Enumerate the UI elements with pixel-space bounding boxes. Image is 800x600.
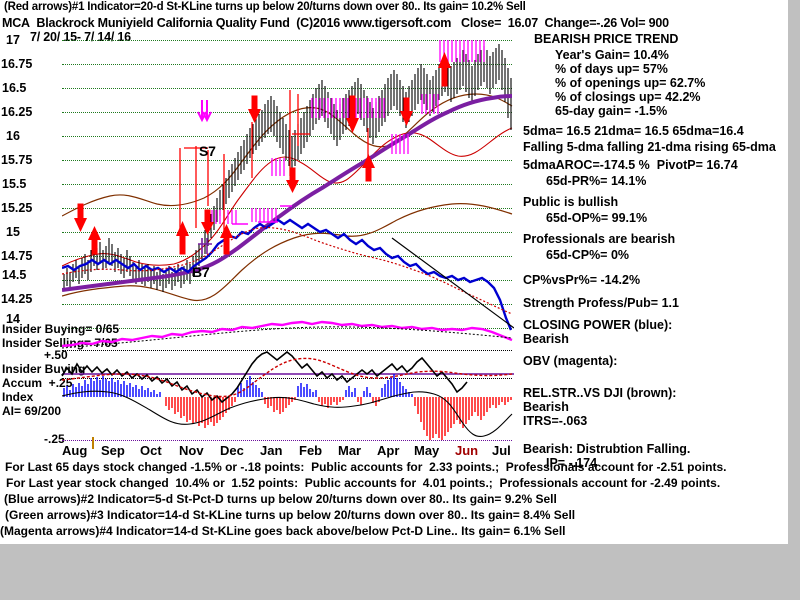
cp-vs-pr: CP%vsPr%= -14.2% [523, 273, 641, 287]
minus-25-tick: -.25 [44, 432, 65, 446]
ai-ratio-label: AI= 69/200 [2, 404, 62, 418]
stat-65day-gain: 65-day gain= -1.5% [555, 104, 668, 118]
prof-cp-percent: 65d-CP%= 0% [546, 248, 630, 262]
closing-power-value: Bearish [523, 332, 569, 346]
distribution-status: Bearish: Distrubtion Falling. [523, 442, 691, 456]
month-apr: Apr [377, 443, 400, 458]
footer-indicator-4: (Magenta arrows)#4 Indicator=14-d St-KLi… [0, 524, 566, 538]
closing-power-label: CLOSING POWER (blue): [523, 318, 673, 332]
relstr-label: REL.STR..VS DJI (brown): [523, 386, 677, 400]
month-sep: Sep [101, 443, 125, 458]
indicator-headline: (Red arrows)#1 Indicator=20-d St-KLine t… [4, 1, 526, 13]
y-tick-14-25: 14.25 [1, 292, 33, 306]
professionals-sentiment: Professionals are bearish [523, 232, 676, 246]
insider-buying-count: Insider Buying= 0/65 [2, 322, 120, 336]
y-tick-16-75: 16.75 [1, 57, 33, 71]
relstr-value: Bearish [523, 400, 569, 414]
month-may: May [414, 443, 440, 458]
month-jul: Jul [492, 443, 511, 458]
y-tick-15-5: 15.5 [2, 177, 27, 191]
month-oct: Oct [140, 443, 162, 458]
analysis-panel: BEARISH PRICE TREND Year's Gain= 10.4% %… [520, 28, 800, 470]
strength-prof-pub: Strength Profess/Pub= 1.1 [523, 296, 679, 310]
month-jan: Jan [260, 443, 283, 458]
month-jun: Jun [455, 443, 479, 458]
y-tick-14-75: 14.75 [1, 249, 33, 263]
month-aug: Aug [62, 443, 88, 458]
y-tick-16-25: 16.25 [1, 105, 33, 119]
footer-indicator-2: (Blue arrows)#2 Indicator=5-d St-Pct-D t… [4, 492, 557, 506]
footer-65day-summary: For Last 65 days stock changed -1.5% or … [5, 460, 727, 474]
stat-openings-up: % of openings up= 62.7% [555, 76, 706, 90]
footer-indicator-3: (Green arrows)#3 Indicator=14-d St-KLine… [5, 508, 576, 522]
stat-years-gain: Year's Gain= 10.4% [555, 48, 669, 62]
itrs-value: ITRS=-.063 [523, 414, 588, 428]
b7-annotation: B7 [192, 264, 210, 280]
price-chart-grid [62, 38, 512, 338]
obv-label: OBV (magenta): [523, 354, 618, 368]
public-op-percent: 65d-OP%= 99.1% [546, 211, 648, 225]
y-tick-16-5: 16.5 [2, 81, 27, 95]
dma-aroc: 5dmaAROC=-174.5 % PivotP= 16.74 [523, 158, 738, 172]
right-gray-edge [788, 0, 800, 544]
plus-50-tick: +.50 [44, 348, 68, 362]
panel-title: BEARISH PRICE TREND [534, 32, 679, 46]
accum-label-line3: Index [2, 390, 34, 404]
y-tick-15: 15 [6, 225, 20, 239]
ticker-title-bar: MCA Blackrock Muniyield California Quali… [2, 16, 669, 30]
s7-annotation: S7 [199, 143, 216, 159]
y-tick-15-25: 15.25 [1, 201, 33, 215]
month-mar: Mar [338, 443, 362, 458]
axis-left-tick [92, 437, 94, 449]
bottom-gray-area [0, 544, 800, 600]
y-tick-17: 17 [6, 33, 20, 47]
month-nov: Nov [179, 443, 204, 458]
x-axis-month-labels: Aug Sep Oct Nov Dec Jan Feb Mar Apr May … [62, 443, 514, 459]
public-sentiment: Public is bullish [523, 195, 619, 209]
accum-index-grid [62, 350, 512, 446]
y-tick-14-5: 14.5 [2, 268, 27, 282]
ticker-symbol: MCA [2, 16, 30, 30]
month-feb: Feb [299, 443, 323, 458]
dma-trend: Falling 5-dma falling 21-dma rising 65-d… [523, 140, 776, 154]
stat-closings-up: % of closings up= 42.2% [555, 90, 701, 104]
company-name: Blackrock Muniyield California Quality F… [36, 16, 452, 30]
y-tick-14: 14 [6, 312, 20, 326]
y-tick-16: 16 [6, 129, 20, 143]
pr-percent: 65d-PR%= 14.1% [546, 174, 647, 188]
footer-year-summary: For Last year stock changed 10.4% or 1.5… [6, 476, 721, 490]
ip-value: IP= -.174 [546, 456, 598, 470]
y-tick-15-75: 15.75 [1, 153, 33, 167]
month-dec: Dec [220, 443, 244, 458]
dma-values: 5dma= 16.5 21dma= 16.5 65dma=16.4 [523, 124, 744, 138]
close-change-volume: Close= 16.07 Change=-.26 Vol= 900 [461, 16, 669, 30]
stat-days-up: % of days up= 57% [555, 62, 668, 76]
